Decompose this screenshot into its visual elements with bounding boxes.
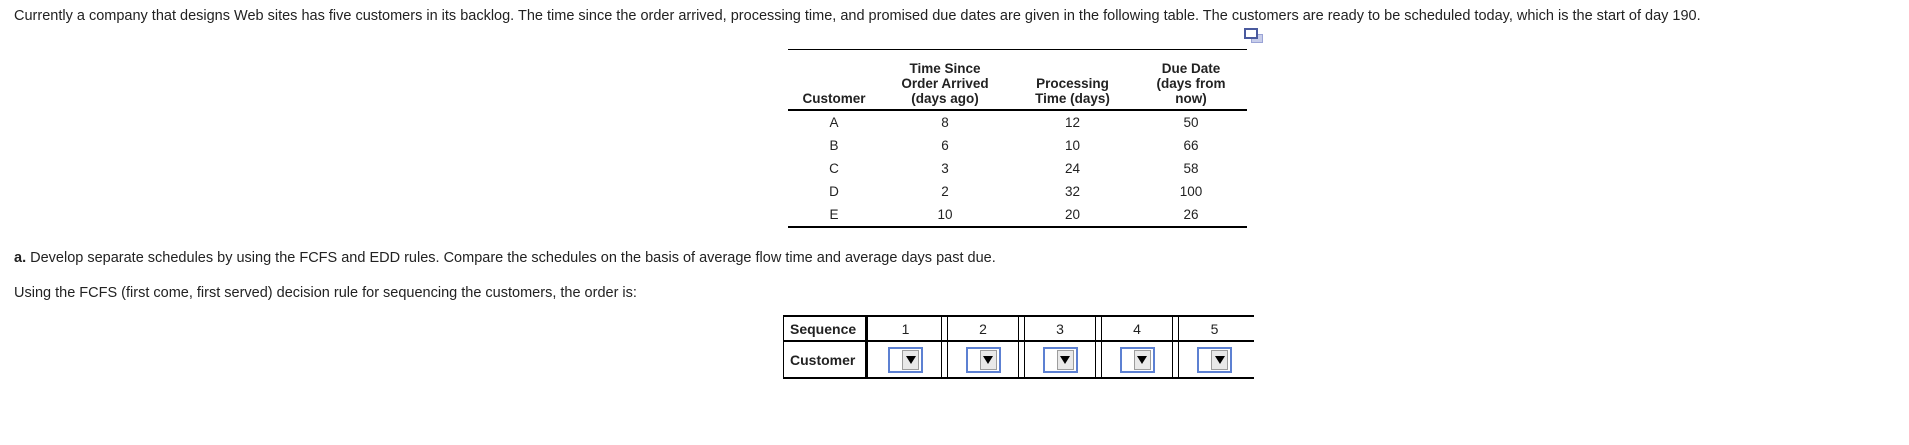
dropdown-button[interactable] [1211, 349, 1228, 370]
chevron-down-icon [1137, 355, 1147, 364]
customer-dropdown-1[interactable] [888, 346, 923, 373]
customer-dropdown-3[interactable] [1042, 346, 1078, 373]
table-row-customer-d: D 2 32 100 [829, 184, 1203, 199]
sequence-row-label: Sequence [783, 317, 868, 340]
chevron-down-icon [1214, 355, 1225, 364]
table-row-customer-c: C 3 24 58 [829, 161, 1199, 176]
part-a-instruction: a. Develop separate schedules by using t… [14, 250, 996, 266]
data-table-body: A 8 12 50 B 6 10 66 C 3 24 58 D 2 32 100… [788, 111, 1247, 226]
sequence-col-2: 2 [947, 317, 1019, 340]
table-row-customer-e: E 10 20 26 [829, 207, 1199, 222]
sequence-col-3: 3 [1024, 317, 1096, 340]
sequence-col-1: 1 [870, 317, 942, 340]
customer-dropdown-5[interactable] [1197, 346, 1232, 373]
copy-table-icon[interactable] [1244, 28, 1264, 45]
dropdown-button[interactable] [979, 349, 997, 370]
chevron-down-icon [1060, 355, 1070, 364]
customer-row-label: Customer [783, 342, 868, 377]
dropdown-button[interactable] [902, 349, 919, 370]
chevron-down-icon [983, 355, 993, 364]
sequence-header-row: Sequence 1 2 3 4 5 [783, 317, 1254, 342]
header-time-since-order-arrived: Time Since Order Arrived (days ago) [901, 61, 989, 106]
part-a-text: Develop separate schedules by using the … [26, 250, 996, 266]
table-row-customer-a: A 8 12 50 [829, 115, 1199, 130]
data-table-header-row: Customer Time Since Order Arrived (days … [788, 50, 1247, 111]
sequence-col-5: 5 [1178, 317, 1250, 340]
sequence-col-4: 4 [1101, 317, 1173, 340]
fcfs-prompt: Using the FCFS (first come, first served… [14, 285, 637, 301]
table-row-customer-b: B 6 10 66 [829, 138, 1199, 153]
chevron-down-icon [905, 355, 916, 364]
part-a-label: a. [14, 250, 27, 266]
header-processing-time: Processing Time (days) [1035, 76, 1110, 106]
dropdown-button[interactable] [1056, 349, 1074, 370]
header-due-date: Due Date (days from now) [1156, 61, 1226, 106]
fcfs-sequence-answer-table: Sequence 1 2 3 4 5 Customer [783, 315, 1254, 379]
copy-table-icon-front-layer [1244, 28, 1258, 39]
customer-dropdown-2[interactable] [965, 346, 1001, 373]
header-customer: Customer [802, 91, 866, 106]
problem-intro-text: Currently a company that designs Web sit… [14, 8, 1701, 24]
customer-dropdown-4[interactable] [1119, 346, 1155, 373]
customer-answer-row: Customer [783, 342, 1254, 377]
customer-data-table: Customer Time Since Order Arrived (days … [788, 49, 1247, 228]
dropdown-button[interactable] [1133, 349, 1151, 370]
